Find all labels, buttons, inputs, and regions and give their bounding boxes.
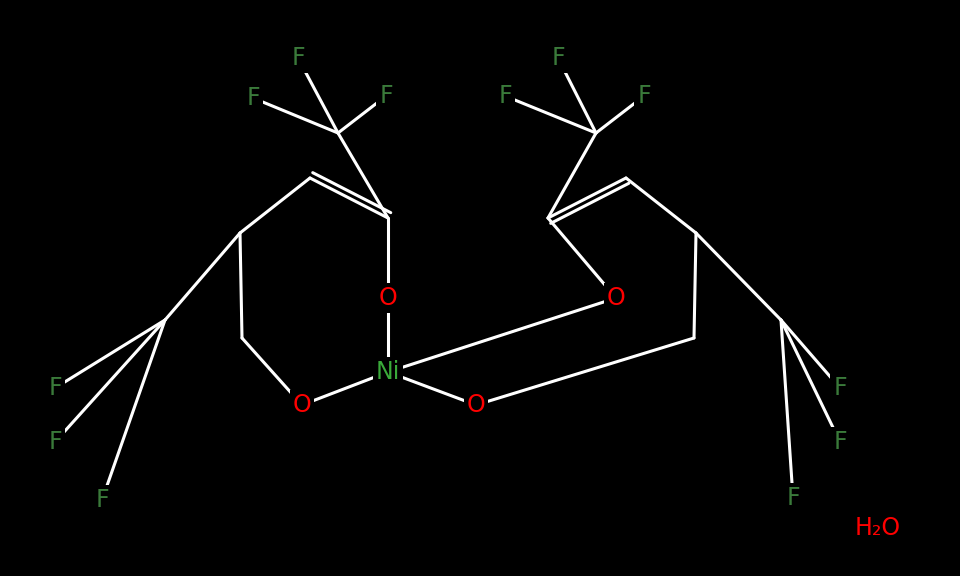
Text: O: O [378,286,397,310]
Text: F: F [498,84,512,108]
Text: O: O [467,393,486,417]
Text: F: F [551,46,564,70]
Text: F: F [786,486,800,510]
Text: O: O [293,393,311,417]
Text: F: F [833,430,847,454]
Text: F: F [833,376,847,400]
Text: F: F [48,430,61,454]
Text: F: F [95,488,108,512]
Text: O: O [607,286,625,310]
Text: F: F [637,84,651,108]
Text: H₂O: H₂O [855,516,901,540]
Text: F: F [246,86,260,110]
Text: F: F [48,376,61,400]
Text: Ni: Ni [375,360,400,384]
Text: F: F [291,46,305,70]
Text: F: F [379,84,393,108]
